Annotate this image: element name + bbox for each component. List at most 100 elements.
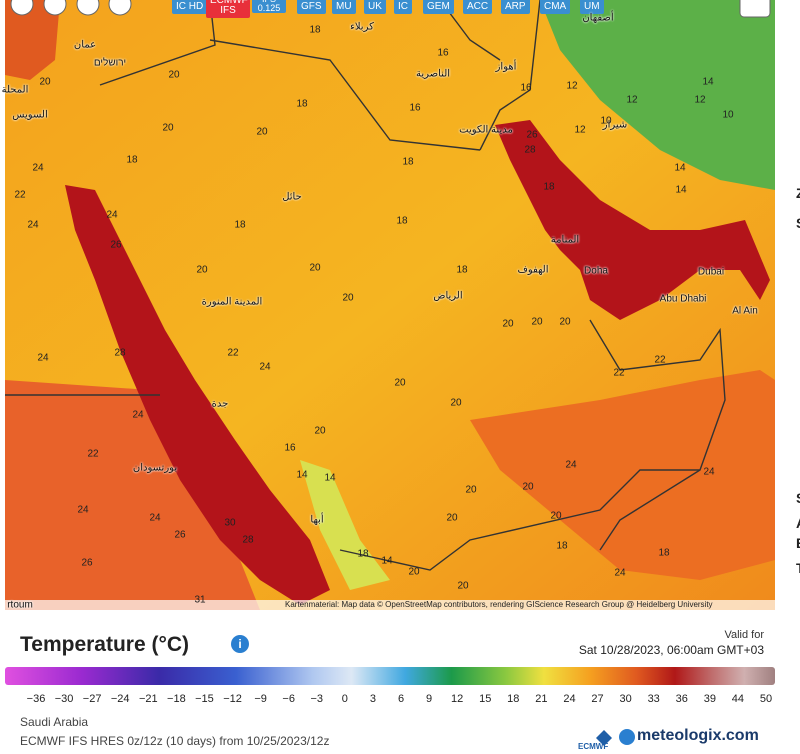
border [209, 39, 481, 151]
temperature-label: 24 [703, 466, 715, 478]
city-label: بورتسودان [132, 462, 178, 474]
location-button[interactable] [43, 0, 67, 16]
sidebar-text: A [796, 515, 800, 531]
scale-label: −6 [282, 693, 295, 705]
sidebar-text: Z [796, 185, 800, 201]
temperature-label: 18 [357, 548, 369, 560]
brand-icon [619, 729, 635, 745]
model-button[interactable]: ECMWF IFS [206, 0, 250, 18]
scale-label: 33 [647, 693, 660, 705]
temperature-label: 20 [168, 69, 180, 81]
scale-label: 3 [369, 693, 376, 705]
temperature-label: 28 [114, 347, 126, 359]
scale-label: −27 [82, 693, 102, 705]
temperature-label: 18 [556, 540, 568, 552]
mediterranean [5, 0, 60, 80]
scale-label: −30 [54, 693, 74, 705]
scale-label: 50 [759, 693, 773, 705]
border [589, 319, 726, 551]
scale-label: 27 [591, 693, 604, 705]
scale-label: 24 [563, 693, 576, 705]
temperature-label: 14 [324, 472, 336, 484]
temperature-label: 20 [256, 126, 268, 138]
zoom-button[interactable] [76, 0, 100, 16]
scale-label: 30 [619, 693, 632, 705]
temperature-label: 22 [613, 367, 625, 379]
valid-label: Valid for [724, 629, 764, 641]
model-button[interactable]: ACC [463, 0, 493, 14]
scale-label: −24 [110, 693, 130, 705]
temperature-label: 20 [162, 122, 174, 134]
scale-label: −3 [310, 693, 324, 705]
south-warm [470, 370, 775, 580]
temperature-label: 24 [132, 409, 144, 421]
model-button[interactable]: UK [364, 0, 386, 14]
refresh-button[interactable] [10, 0, 34, 16]
model-button[interactable]: UM [580, 0, 604, 14]
city-label: ירושלים [93, 57, 127, 69]
model-button[interactable]: CMA [540, 0, 571, 14]
temperature-label: 22 [87, 448, 99, 460]
temperature-label: 20 [309, 262, 321, 274]
temperature-label: 14 [296, 469, 308, 481]
temperature-label: 20 [446, 512, 458, 524]
temperature-label: 26 [526, 129, 538, 141]
grid-button[interactable] [108, 0, 132, 16]
temperature-label: 24 [77, 504, 89, 516]
scale-label: 44 [731, 693, 745, 705]
city-label: أصفهان [582, 12, 614, 24]
temperature-label: 28 [242, 534, 254, 546]
scale-label: −18 [167, 693, 186, 705]
region: Saudi Arabia [20, 715, 89, 729]
temperature-label: 24 [32, 162, 44, 174]
info-icon[interactable] [231, 635, 249, 653]
temperature-label: 20 [342, 292, 354, 304]
temperature-label: 22 [227, 347, 239, 359]
temperature-label: 24 [37, 352, 49, 364]
scale-label: −21 [138, 693, 158, 705]
temperature-label: 20 [457, 580, 469, 592]
persian-gulf [495, 120, 770, 320]
temperature-label: 12 [574, 124, 586, 136]
city-label: كربلاء [350, 21, 374, 33]
city-label: الناصرية [415, 68, 451, 80]
temperature-label: 22 [654, 354, 666, 366]
scale-label: 9 [426, 693, 433, 705]
model-button[interactable]: IFS 0.125 [252, 0, 286, 13]
attribution: Kartenmaterial: Map data © OpenStreetMap… [285, 600, 713, 609]
model-button[interactable]: MU [332, 0, 356, 14]
model-button[interactable]: GEM [423, 0, 454, 14]
temperature-label: 18 [234, 219, 246, 231]
temperature-label: 18 [296, 98, 308, 110]
scale-label: 36 [675, 693, 688, 705]
temperature-label: 18 [456, 264, 468, 276]
temperature-label: 14 [675, 184, 687, 196]
share-button[interactable] [739, 0, 771, 18]
model-button[interactable]: IC [394, 0, 412, 14]
scale-label: −9 [254, 693, 267, 705]
city-label: حائل [282, 191, 302, 203]
highland-cool [300, 460, 390, 590]
border [479, 0, 541, 151]
temperature-label: 30 [224, 517, 236, 529]
temperature-label: 20 [408, 566, 420, 578]
city-label: المنامة [550, 234, 580, 246]
city-label: المحلة [1, 84, 29, 96]
temperature-label: 24 [149, 512, 161, 524]
temperature-label: 14 [674, 162, 686, 174]
temperature-label: 20 [314, 425, 326, 437]
temperature-label: 24 [259, 361, 271, 373]
city-label: Doha [584, 265, 608, 277]
city-label: السويس [12, 109, 48, 121]
city-label: جدة [211, 398, 229, 410]
temperature-label: 26 [110, 239, 122, 251]
model-button[interactable]: IC HD [172, 0, 208, 14]
border [339, 469, 700, 571]
model-button[interactable]: ARP [501, 0, 530, 14]
red-sea [65, 185, 330, 605]
city-label: المدينة المنورة [201, 296, 263, 308]
scale-label: −15 [195, 693, 214, 705]
model-button[interactable]: GFS [297, 0, 326, 14]
brand-logo[interactable]: meteologix.com [637, 727, 759, 744]
temperature-label: 10 [600, 115, 612, 127]
